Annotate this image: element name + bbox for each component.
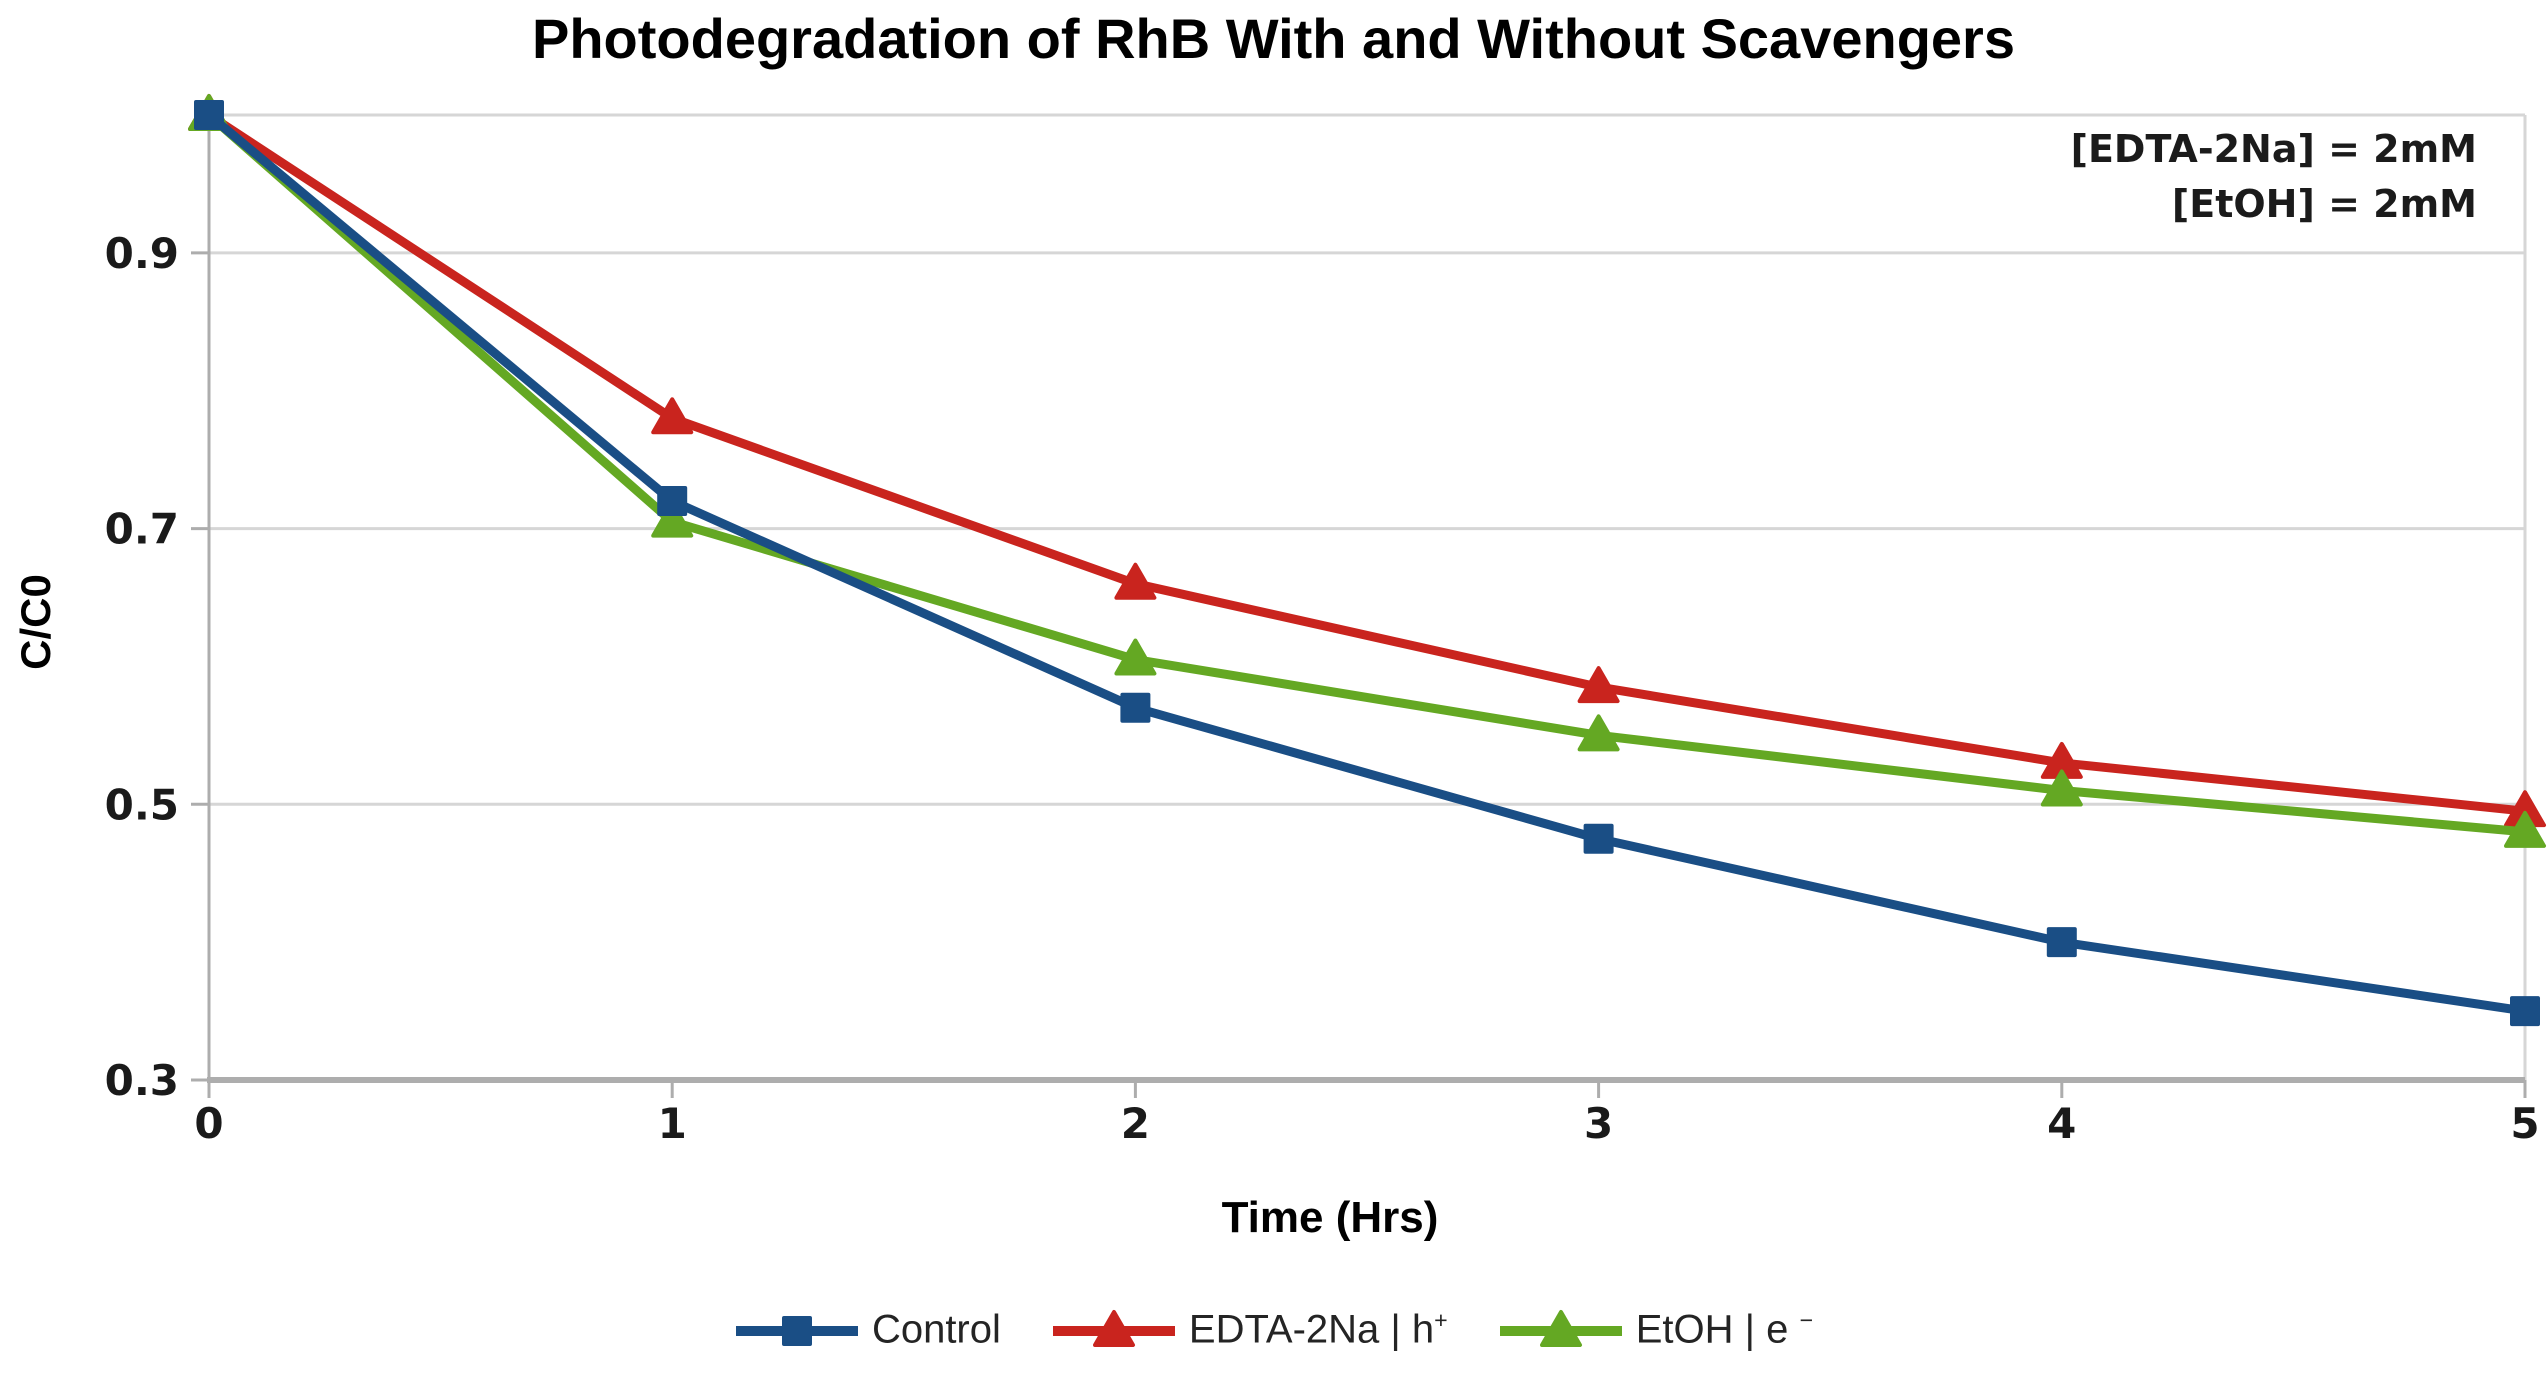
x-tick-label: 5 (2510, 1099, 2539, 1148)
marker-control (781, 1316, 812, 1346)
annotation-line-1: [EDTA-2Na] = 2mM (2070, 127, 2477, 171)
legend-label-etoh: EtOH | e − (1636, 1307, 1813, 1352)
legend-item-edta-2na: EDTA-2Na | h+ (1051, 1307, 1448, 1353)
legend-marker-triangle-icon (1052, 1310, 1175, 1347)
annotation-line-2: [EtOH] = 2mM (2171, 182, 2477, 226)
marker-control (1120, 692, 1151, 723)
x-tick-label: 2 (1121, 1099, 1150, 1148)
series-line-edta-2na (206, 111, 2526, 816)
marker-control (657, 486, 688, 516)
legend-label-text: Control (871, 1307, 1001, 1352)
legend-item-etoh: EtOH | e − (1498, 1307, 1813, 1353)
y-tick-label: 0.5 (105, 780, 179, 829)
marker-edta-2na (651, 397, 694, 435)
marker-edta-2na (1114, 562, 1157, 600)
series-line-etoh (206, 111, 2526, 837)
marker-etoh (2504, 810, 2546, 848)
y-tick-label: 0.3 (105, 1056, 179, 1105)
marker-control (2510, 996, 2540, 1027)
marker-etoh (1539, 1310, 1582, 1347)
gridlines (209, 113, 2525, 806)
x-tick-label: 3 (1584, 1099, 1613, 1148)
marker-edta-2na (1577, 666, 1620, 704)
marker-etoh (1114, 638, 1157, 676)
tick-labels: 0.3 0.5 0.7 0.9 0 1 2 3 4 5 (105, 229, 2540, 1148)
chart-title: Photodegradation of RhB With and Without… (532, 7, 2015, 70)
legend: Control EDTA-2Na | h+ EtOH | e − (0, 1292, 2547, 1368)
legend-label-control: Control (872, 1307, 1001, 1352)
marker-control (1583, 823, 1614, 854)
marker-etoh (651, 500, 694, 538)
y-tick-label: 0.9 (105, 229, 179, 278)
series-line-control (206, 111, 2526, 1016)
legend-marker-square-icon (735, 1316, 858, 1346)
x-tick-label: 1 (658, 1099, 687, 1148)
marker-edta-2na (1092, 1310, 1135, 1347)
y-tick-label: 0.7 (105, 505, 179, 554)
x-tick-label: 0 (194, 1099, 223, 1148)
legend-label-superscript: + (1434, 1307, 1448, 1334)
legend-label-edta-2na: EDTA-2Na | h+ (1189, 1307, 1448, 1352)
x-axis-title: Time (Hrs) (1221, 1193, 1439, 1242)
series-markers-edta-2na (188, 94, 2546, 828)
x-tick-label: 4 (2047, 1099, 2076, 1148)
legend-label-superscript: − (1799, 1307, 1814, 1334)
marker-etoh (2040, 769, 2083, 807)
annotation-box: [EDTA-2Na] = 2mM [EtOH] = 2mM (2071, 122, 2477, 232)
series-markers-control (194, 100, 2540, 1027)
marker-control (2046, 927, 2077, 958)
y-axis-title: C/C0 (12, 574, 59, 670)
marker-etoh (1577, 714, 1620, 752)
legend-item-control: Control (734, 1307, 1001, 1353)
legend-label-text: EtOH | e (1635, 1307, 1800, 1352)
legend-marker-triangle-icon (1499, 1310, 1622, 1347)
legend-label-text: EDTA-2Na | h (1188, 1307, 1435, 1352)
marker-control (194, 100, 224, 130)
